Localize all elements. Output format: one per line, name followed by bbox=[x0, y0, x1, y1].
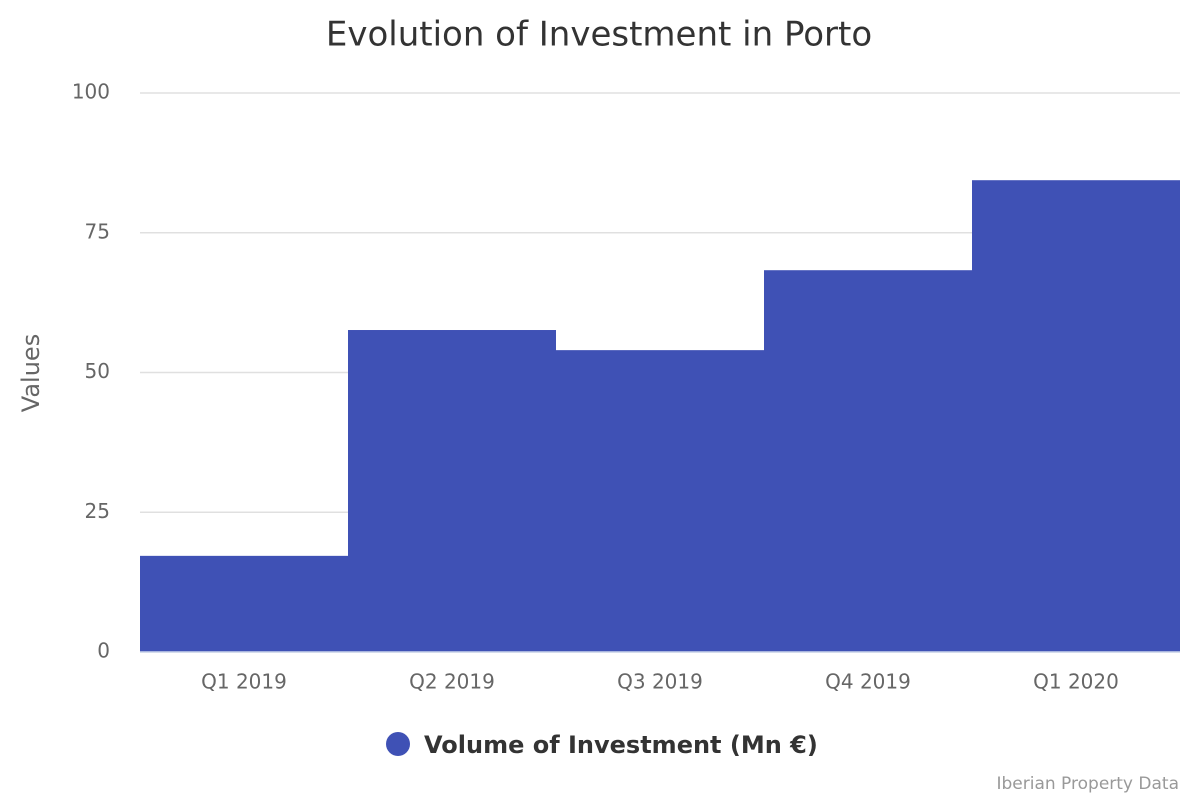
x-tick-label: Q1 2020 bbox=[1033, 670, 1119, 694]
chart-title: Evolution of Investment in Porto bbox=[326, 15, 872, 55]
legend-label: Volume of Investment (Mn €) bbox=[424, 731, 818, 759]
y-axis-title: Values bbox=[17, 334, 45, 412]
y-tick-label: 75 bbox=[85, 219, 110, 243]
bar bbox=[556, 350, 764, 652]
bar bbox=[764, 270, 972, 652]
x-tick-label: Q2 2019 bbox=[409, 670, 495, 694]
y-tick-label: 50 bbox=[85, 359, 110, 383]
credit: Iberian Property Data bbox=[996, 774, 1179, 794]
x-tick-label: Q3 2019 bbox=[617, 670, 703, 694]
bar bbox=[348, 330, 556, 652]
legend-marker bbox=[386, 732, 410, 756]
bar bbox=[972, 180, 1180, 653]
bar bbox=[140, 555, 348, 652]
y-tick-label: 25 bbox=[85, 499, 110, 523]
x-tick-label: Q1 2019 bbox=[201, 670, 287, 694]
y-tick-label: 100 bbox=[72, 80, 110, 104]
y-tick-label: 0 bbox=[97, 639, 110, 663]
x-tick-label: Q4 2019 bbox=[825, 670, 911, 694]
